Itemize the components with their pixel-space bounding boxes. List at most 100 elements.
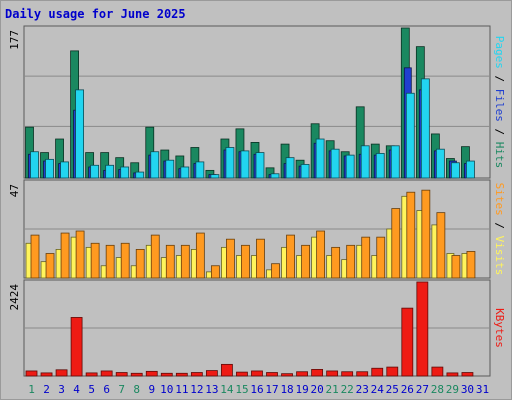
bar-sites xyxy=(90,242,100,279)
bar-pages xyxy=(90,164,100,179)
bar-kbytes xyxy=(190,372,203,377)
x-tick-label: 11 xyxy=(175,383,188,396)
bar-kbytes xyxy=(326,370,339,377)
bar-kbytes xyxy=(431,366,444,377)
bar-sites xyxy=(45,253,55,279)
bar-kbytes xyxy=(446,372,459,377)
legend-files: Files xyxy=(493,89,506,122)
x-tick-label: 10 xyxy=(160,383,173,396)
x-tick-label: 13 xyxy=(205,383,218,396)
bar-pages xyxy=(135,171,145,179)
x-tick-label: 9 xyxy=(148,383,155,396)
x-tick-label: 3 xyxy=(58,383,65,396)
bar-pages xyxy=(195,161,205,179)
bar-pages xyxy=(285,157,295,179)
bar-pages xyxy=(375,153,385,179)
bar-kbytes xyxy=(55,369,68,377)
bar-kbytes xyxy=(115,372,128,377)
x-tick-label: 15 xyxy=(235,383,248,396)
bar-pages xyxy=(466,160,475,179)
x-tick-label: 22 xyxy=(341,383,354,396)
legend-sep: / xyxy=(493,69,506,89)
bar-sites xyxy=(105,244,115,279)
bar-kbytes xyxy=(100,370,113,377)
bar-pages xyxy=(75,89,84,179)
legend-sep: / xyxy=(493,216,506,236)
legend-visits-sites: Sites / Visits xyxy=(493,183,506,276)
bar-kbytes xyxy=(236,371,248,377)
bar-pages xyxy=(300,164,310,179)
x-tick-label: 24 xyxy=(371,383,385,396)
bar-sites xyxy=(75,230,85,279)
legend-hits-files-pages: Pages / Files / Hits xyxy=(493,36,506,169)
x-tick-label: 29 xyxy=(446,383,459,396)
x-tick-label: 4 xyxy=(73,383,80,396)
bar-sites xyxy=(361,236,371,279)
x-tick-label: 5 xyxy=(88,383,95,396)
bar-pages xyxy=(210,174,220,179)
y-axis-max-label: 47 xyxy=(8,184,21,197)
bar-pages xyxy=(225,147,235,179)
bar-kbytes xyxy=(25,370,38,377)
x-tick-label: 25 xyxy=(386,383,399,396)
bar-sites xyxy=(301,244,310,279)
bar-pages xyxy=(435,148,445,179)
bar-kbytes xyxy=(145,370,158,377)
bar-pages xyxy=(255,152,265,179)
x-axis-labels: 1 2 3 4 5 6 7 8 9 10 11 12 13 14 15 16 17 18 19 20 21 22 23 24 2… xyxy=(28,383,489,396)
x-tick-label: 26 xyxy=(401,383,414,396)
bar-pages xyxy=(451,162,460,179)
bar-pages xyxy=(420,78,430,179)
bar-sites xyxy=(30,234,40,279)
legend-kbytes: KBytes xyxy=(493,308,506,348)
bar-pages xyxy=(150,151,160,179)
bar-pages xyxy=(315,138,325,179)
x-tick-label: 23 xyxy=(356,383,369,396)
bar-kbytes xyxy=(221,363,233,377)
bar-kbytes xyxy=(40,372,53,377)
bar-pages xyxy=(120,166,130,179)
bar-sites xyxy=(226,238,235,279)
bar-kbytes xyxy=(205,370,218,377)
bar-pages xyxy=(405,92,415,179)
x-tick-label: 28 xyxy=(431,383,444,396)
x-tick-label: 21 xyxy=(326,383,339,396)
legend-visits: Visits xyxy=(493,236,506,276)
bar-kbytes xyxy=(296,371,308,377)
bar-sites xyxy=(316,230,326,279)
y-axis-max-label: 177 xyxy=(8,30,21,50)
x-tick-label: 7 xyxy=(118,383,125,396)
x-tick-label: 27 xyxy=(416,383,429,396)
chart-title: Daily usage for June 2025 xyxy=(5,7,186,21)
bar-pages xyxy=(105,164,115,179)
bars-kbytes xyxy=(25,281,474,377)
bar-kbytes xyxy=(311,369,324,377)
bar-kbytes xyxy=(356,371,369,377)
bar-pages xyxy=(330,148,340,179)
bar-pages xyxy=(270,173,280,179)
bar-sites xyxy=(60,232,70,279)
bar-sites xyxy=(195,232,205,279)
bar-kbytes xyxy=(341,371,354,377)
x-tick-label: 2 xyxy=(43,383,50,396)
x-tick-label: 1 xyxy=(28,383,35,396)
bar-kbytes xyxy=(416,281,429,377)
bar-kbytes xyxy=(160,372,173,377)
bar-sites xyxy=(376,236,386,279)
bar-kbytes xyxy=(70,317,83,377)
bar-pages xyxy=(45,158,54,179)
x-tick-label: 8 xyxy=(133,383,140,396)
bar-sites xyxy=(346,244,356,279)
bars-visits-sites xyxy=(25,189,476,279)
x-tick-label: 6 xyxy=(103,383,110,396)
bar-sites xyxy=(120,242,130,279)
bar-sites xyxy=(210,265,220,279)
legend-sep: / xyxy=(493,122,506,142)
bar-kbytes xyxy=(371,367,384,377)
bar-sites xyxy=(436,212,446,279)
y-axis-max-label: 2424 xyxy=(8,284,21,311)
bar-sites xyxy=(331,246,341,279)
x-tick-label: 16 xyxy=(250,383,263,396)
bar-pages xyxy=(240,150,250,179)
bar-sites xyxy=(391,208,401,279)
